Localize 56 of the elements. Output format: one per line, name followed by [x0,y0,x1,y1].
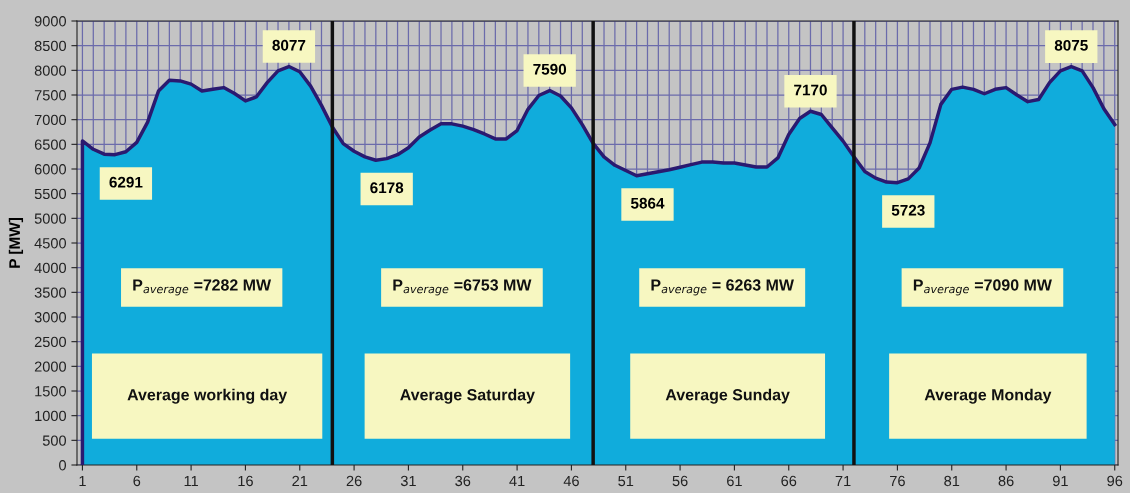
y-tick-label: 5000 [34,213,67,224]
annotation: 6178 [370,182,404,194]
annotation: 7170 [794,84,827,96]
x-tick-label: 41 [509,475,525,486]
x-tick-label: 11 [184,475,198,486]
y-tick-label: 5500 [34,188,67,200]
y-tick-label: 8500 [34,40,67,52]
annotation: Average Saturday [400,388,535,404]
y-tick-label: 2000 [34,361,67,372]
x-tick-label: 6 [133,475,141,487]
y-tick-label: 6000 [34,164,67,175]
x-tick-label: 66 [781,475,797,487]
y-tick-label: 4500 [34,238,67,249]
annotation: Average Sunday [665,388,790,404]
x-tick-label: 26 [346,475,362,487]
x-tick-label: 86 [998,475,1014,487]
x-tick-label: 96 [1107,475,1123,487]
x-tick-label: 51 [618,475,634,487]
y-tick-label: 1000 [35,410,67,422]
y-tick-label: 4000 [34,262,67,274]
x-tick-label: 76 [890,475,905,487]
x-tick-label: 46 [563,475,579,487]
annotation: 7590 [533,63,567,75]
x-tick-label: 81 [944,475,960,487]
annotation: 5723 [891,204,925,216]
annotation: 8075 [1054,39,1088,51]
x-tick-label: 91 [1052,475,1068,487]
x-tick-label: 21 [292,475,308,486]
x-tick-label: 1 [79,475,86,486]
y-tick-label: 3500 [34,287,67,298]
annotation: P$_{average}$ = 6263 MW [651,279,794,296]
annotation: P$_{average}$ =7282 MW [133,279,272,296]
y-tick-label: 8000 [34,65,67,76]
x-tick-label: 31 [400,475,416,487]
y-tick-label: 500 [42,435,67,446]
annotation: P$_{average}$ =6753 MW [393,279,532,296]
annotation: 6291 [109,176,143,188]
y-tick-label: 2500 [34,336,67,348]
y-tick-label: 9000 [34,16,67,27]
y-tick-label: 0 [59,460,67,471]
y-tick-label: 1500 [35,386,67,397]
annotation: P$_{average}$ =7090 MW [913,279,1052,296]
y-tick-label: 7000 [34,114,67,126]
y-tick-label: 7500 [34,90,67,101]
y-tick-label: 3000 [34,312,67,323]
y-tick-label: 6500 [34,139,67,150]
x-tick-label: 71 [835,475,851,486]
annotation: Average working day [127,388,288,404]
annotation: 8077 [272,39,306,51]
x-tick-label: 36 [455,475,471,487]
x-tick-label: 61 [727,475,742,487]
y-axis-title: P [MW] [8,218,24,268]
annotation: Average Monday [924,388,1052,404]
x-tick-label: 56 [672,475,688,487]
x-tick-label: 16 [238,475,253,487]
annotation: 5864 [630,197,665,209]
